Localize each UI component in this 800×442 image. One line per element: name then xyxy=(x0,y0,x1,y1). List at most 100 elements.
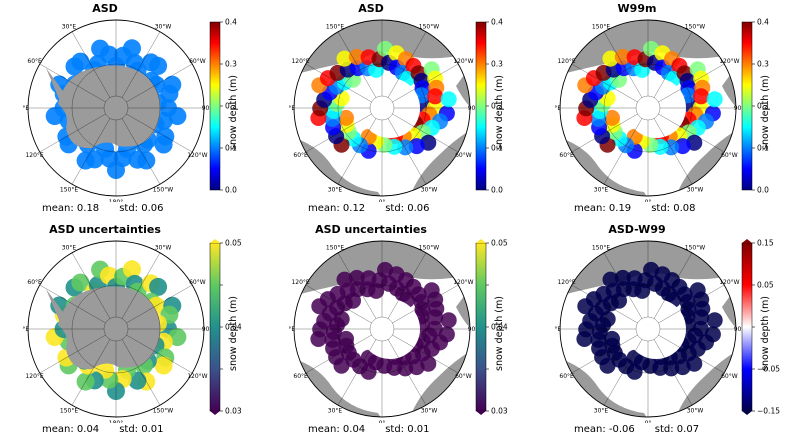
colorbar: 0.05 0.04 0.03 xyxy=(209,239,242,416)
polar-map: 0° 30°E 60°E 90°E 120°E 150°E 180° 150°W 120°W 90… xyxy=(554,16,744,202)
longitude-label: 30°E xyxy=(328,407,343,414)
longitude-label: 30°W xyxy=(155,245,172,252)
longitude-label: 180° xyxy=(109,420,123,423)
longitude-label: 120°W xyxy=(719,279,739,286)
longitude-label: 90°E xyxy=(22,326,29,333)
colorbar-tick-label: 0.2 xyxy=(757,102,769,111)
longitude-label: 150°W xyxy=(419,24,439,31)
longitude-label: 150°W xyxy=(685,24,705,31)
panel-title: ASD xyxy=(358,2,384,15)
colorbar-tick-label: 0.4 xyxy=(225,18,237,27)
longitude-label: 120°W xyxy=(719,58,739,65)
colorbar-tick-label: 0.03 xyxy=(225,407,242,416)
panel-title: ASD xyxy=(92,2,118,15)
longitude-label: 30°W xyxy=(687,407,704,414)
longitude-label: 120°W xyxy=(187,152,207,159)
colorbar: 0.15 0.05 −0.05 −0.15 xyxy=(741,239,780,416)
longitude-label: 120°W xyxy=(453,279,473,286)
polar-map: 0° 30°E 60°E 90°E 120°E 150°E 180° 150°W 120°W 90… xyxy=(288,16,478,202)
longitude-label: 150°E xyxy=(60,186,78,193)
colorbar-tick-label: 0.4 xyxy=(491,18,503,27)
panel-title: ASD uncertainties xyxy=(315,223,427,236)
map-panel-5: ASD uncertainties 0° 30°E 60°E 90°E 120°E 150°… xyxy=(266,221,532,442)
colorbar-tick-label: 0.1 xyxy=(491,144,503,153)
longitude-label: 120°E xyxy=(25,373,43,380)
longitude-label: 120°E xyxy=(25,152,43,159)
map-panel-3: W99m 0° 30°E 60°E 90°E 120°E 150°E 180° 150°W 120… xyxy=(532,0,798,221)
colorbar-label: snow depth (m) xyxy=(228,75,239,150)
map-boundary xyxy=(559,240,737,418)
longitude-label: 150°E xyxy=(592,245,610,252)
std-value: std: 0.06 xyxy=(385,203,430,214)
stats-line: mean: 0.18 std: 0.06 xyxy=(42,203,183,214)
longitude-label: 150°W xyxy=(153,186,173,193)
antarctica-landmass xyxy=(58,286,161,370)
longitude-label: 60°E xyxy=(27,279,42,286)
longitude-label: 90°E xyxy=(288,105,295,112)
graticule xyxy=(560,241,736,417)
longitude-label: 90°E xyxy=(554,326,561,333)
colorbar-tick-label: 0.05 xyxy=(225,239,242,248)
stats-line: mean: 0.12 std: 0.06 xyxy=(308,203,449,214)
longitude-label: 90°W xyxy=(202,326,212,333)
map-panel-2: ASD 0° 30°E 60°E 90°E 120°E 150°E 180° 150°W 120°… xyxy=(266,0,532,221)
antarctica-landmass xyxy=(58,65,161,149)
longitude-label: 90°W xyxy=(468,105,478,112)
colorbar: 0.4 0.3 0.2 0.1 0.0 xyxy=(209,18,237,195)
colorbar-label: snow depth (m) xyxy=(760,296,771,371)
map-boundary xyxy=(27,240,205,418)
map-panel-4: ASD uncertainties 180° 150°E 120°E 90°E 60°E 3… xyxy=(0,221,266,442)
longitude-label: 0° xyxy=(645,420,652,423)
stats-line: mean: 0.04 std: 0.01 xyxy=(42,424,183,435)
pole-hole xyxy=(626,78,686,138)
colorbar-tick-label: 0.04 xyxy=(225,323,242,332)
colorbar-tick-label: 0.0 xyxy=(757,186,769,195)
longitude-label: 30°E xyxy=(594,407,609,414)
colorbar-tick-label: −0.15 xyxy=(757,407,780,416)
longitude-label: 180° xyxy=(375,16,389,18)
longitude-label: 60°W xyxy=(455,152,472,159)
longitude-label: 120°E xyxy=(291,279,309,286)
longitude-label: 120°E xyxy=(557,279,575,286)
longitude-label: 30°W xyxy=(155,24,172,31)
pole-hole xyxy=(360,78,420,138)
longitude-label: 30°E xyxy=(328,186,343,193)
colorbar: 0.4 0.3 0.2 0.1 0.0 xyxy=(475,18,503,195)
longitude-label: 90°E xyxy=(554,105,561,112)
colorbar: 0.05 0.04 0.03 xyxy=(475,239,508,416)
std-value: std: 0.01 xyxy=(385,424,430,435)
graticule xyxy=(28,20,204,196)
colorbar-tick-label: 0.0 xyxy=(225,186,237,195)
longitude-label: 120°E xyxy=(291,58,309,65)
longitude-label: 150°W xyxy=(685,245,705,252)
map-boundary xyxy=(293,19,471,197)
colorbar-tick-label: 0.05 xyxy=(491,239,508,248)
longitude-label: 0° xyxy=(379,420,386,423)
longitude-label: 30°W xyxy=(421,407,438,414)
longitude-label: 180° xyxy=(109,199,123,202)
longitude-label: 30°E xyxy=(594,186,609,193)
graticule xyxy=(294,241,470,417)
map-panel-6: ASD-W99 0° 30°E 60°E 90°E 120°E 150°E 180° 150°W… xyxy=(532,221,798,442)
longitude-label: 120°E xyxy=(557,58,575,65)
longitude-label: 30°W xyxy=(687,186,704,193)
longitude-label: 30°W xyxy=(421,186,438,193)
polar-map: 0° 30°E 60°E 90°E 120°E 150°E 180° 150°W 120°W 90… xyxy=(288,237,478,423)
polar-map: 0° 30°E 60°E 90°E 120°E 150°E 180° 150°W 120°W 90… xyxy=(554,237,744,423)
longitude-label: 180° xyxy=(641,16,655,18)
longitude-label: 150°E xyxy=(326,245,344,252)
colorbar-tick-label: 0.1 xyxy=(225,144,237,153)
colorbar-extend-bottom xyxy=(476,411,486,415)
colorbar-extend-bottom xyxy=(742,411,752,415)
graticule xyxy=(28,241,204,417)
map-panel-1: ASD 180° 150°E 120°E 90°E 60°E 30°E 0° 30°W 60°W 9… xyxy=(0,0,266,221)
colorbar-tick-label: 0.04 xyxy=(491,323,508,332)
panel-title: ASD uncertainties xyxy=(49,223,161,236)
colorbar-label: snow depth (m) xyxy=(760,75,771,150)
colorbar: 0.4 0.3 0.2 0.1 0.0 xyxy=(741,18,769,195)
longitude-label: 0° xyxy=(113,237,120,239)
polar-map: 180° 150°E 120°E 90°E 60°E 30°E 0° 30°W 60°W 90°W… xyxy=(22,237,212,423)
longitude-label: 60°E xyxy=(27,58,42,65)
longitude-label: 0° xyxy=(379,199,386,202)
longitude-label: 120°W xyxy=(453,58,473,65)
